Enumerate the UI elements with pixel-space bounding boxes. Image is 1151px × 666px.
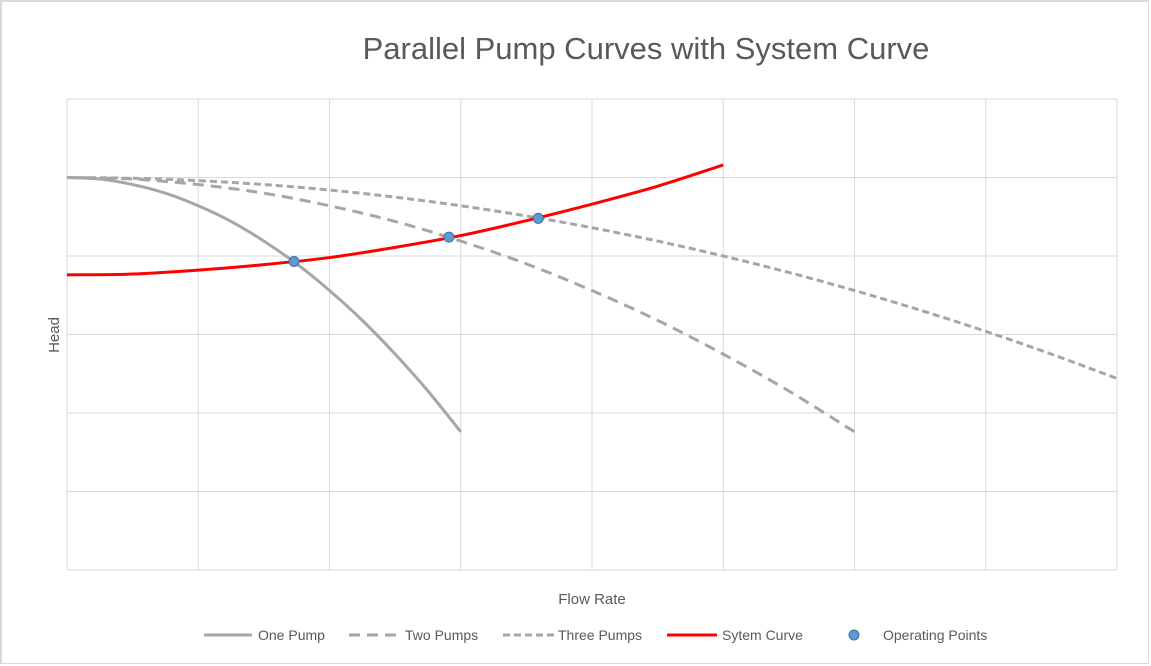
series-layer (66, 163, 1118, 434)
chart-title: Parallel Pump Curves with System Curve (363, 31, 930, 66)
legend-item-three-pumps[interactable]: Three Pumps (503, 627, 642, 643)
operating-point-3 (532, 212, 544, 224)
operating-points-layer (288, 212, 544, 267)
series-line-three-pumps (66, 176, 1118, 380)
legend-item-operating-points[interactable]: Operating Points (848, 627, 987, 643)
x-axis-label: Flow Rate (558, 591, 626, 608)
y-axis-label: Head (46, 317, 63, 353)
series-line-one-pump (66, 176, 462, 433)
operating-point-1 (288, 255, 300, 267)
operating-point-2 (443, 231, 455, 243)
legend-item-system-curve[interactable]: Sytem Curve (667, 627, 803, 643)
legend-item-two-pumps[interactable]: Two Pumps (349, 627, 478, 643)
legend-label-system-curve: Sytem Curve (722, 627, 803, 643)
legend-label-operating-points: Operating Points (883, 627, 987, 643)
series-line-two-pumps (66, 176, 856, 434)
series-line-sytem-curve (66, 163, 724, 277)
legend-label-one-pump: One Pump (258, 627, 325, 643)
legend-label-two-pumps: Two Pumps (405, 627, 478, 643)
legend-swatch-operating-points (848, 629, 860, 641)
legend-label-three-pumps: Three Pumps (558, 627, 642, 643)
legend: One Pump Two Pumps Three Pumps Sytem Cur… (204, 627, 987, 643)
legend-item-one-pump[interactable]: One Pump (204, 627, 325, 643)
gridlines (66, 98, 1118, 571)
